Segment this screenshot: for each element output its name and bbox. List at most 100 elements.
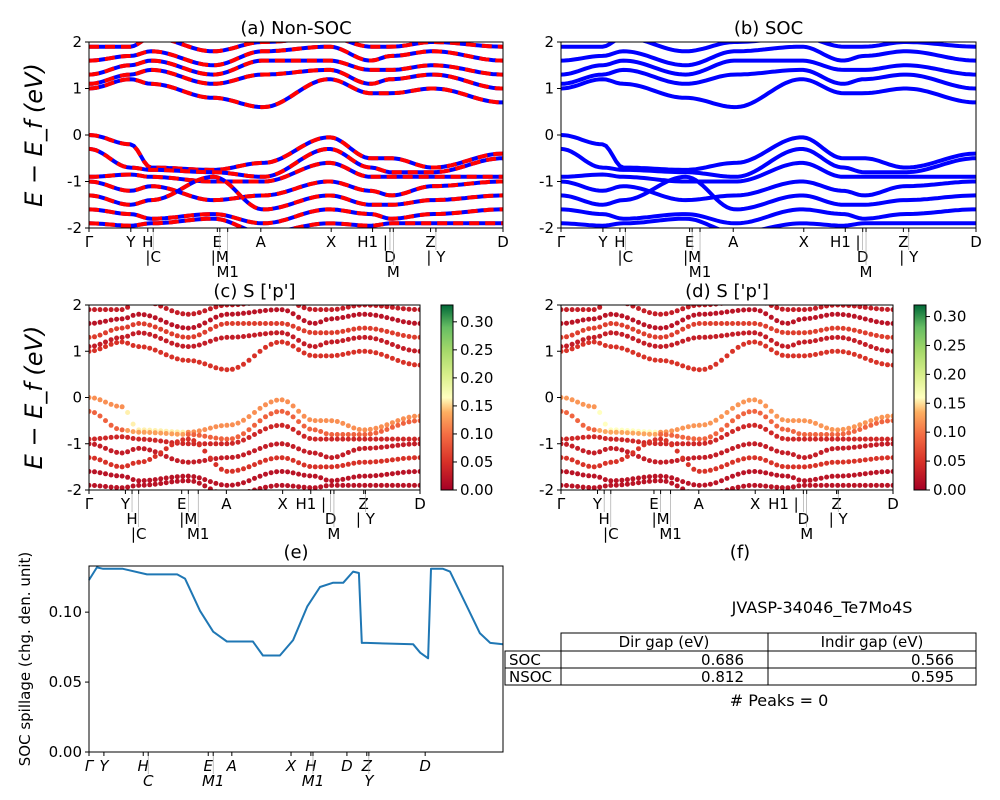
band-point (779, 329, 785, 335)
k-tick-label: H (138, 757, 149, 775)
band-line (89, 216, 503, 228)
band-point (367, 482, 373, 488)
band-point (163, 338, 169, 344)
band-point (561, 334, 564, 340)
band-point (147, 313, 153, 319)
band-point (575, 344, 581, 350)
band-point (685, 462, 691, 468)
row-soc-indir: 0.566 (911, 651, 954, 669)
band-point (561, 348, 564, 354)
band-point (757, 340, 763, 346)
band-point (619, 437, 625, 443)
band-point (561, 395, 564, 400)
band-point (813, 436, 818, 442)
band-point (608, 311, 614, 317)
band-point (873, 469, 879, 475)
band-point (813, 338, 818, 344)
band-point (824, 436, 830, 442)
band-point (329, 316, 335, 322)
band-point (185, 441, 191, 447)
band-point (367, 335, 373, 341)
band-point (785, 427, 791, 433)
band-point (802, 432, 807, 437)
band-point (851, 436, 857, 442)
band-point (796, 483, 802, 489)
band-point (152, 481, 158, 487)
band-point (301, 318, 307, 324)
band-point (345, 423, 351, 429)
band-point (152, 333, 158, 339)
band-point (141, 478, 147, 484)
band-point (802, 464, 807, 470)
band-point (130, 436, 136, 441)
band-point (169, 322, 175, 328)
band-point (680, 425, 686, 431)
band-point (691, 482, 697, 488)
band-point (663, 459, 669, 465)
band-point (669, 323, 675, 329)
band-point (202, 308, 208, 314)
band-point (125, 305, 131, 310)
band-point (158, 476, 164, 482)
band-point (824, 312, 830, 318)
band-point (152, 324, 158, 330)
band-point (373, 459, 379, 465)
band-point (362, 459, 368, 465)
band-point (378, 313, 384, 319)
band-point (868, 456, 874, 462)
band-point (868, 442, 874, 448)
band-point (290, 483, 296, 489)
band-point (873, 436, 879, 442)
band-point (395, 358, 401, 363)
band-point (125, 434, 131, 440)
band-line (561, 44, 976, 68)
band-point (252, 353, 257, 359)
band-point (400, 306, 406, 312)
band-point (813, 352, 818, 357)
band-point (378, 472, 384, 478)
band-point (356, 427, 362, 432)
band-point (301, 448, 307, 454)
band-point (136, 436, 142, 442)
band-point (185, 344, 191, 350)
band-point (119, 316, 125, 322)
band-point (412, 441, 417, 447)
band-point (318, 484, 324, 490)
band-point (707, 334, 713, 340)
band-point (373, 312, 379, 318)
band-point (674, 448, 680, 454)
band-point (285, 469, 291, 475)
band-point (713, 321, 719, 326)
band-point (862, 420, 868, 426)
band-point (296, 484, 302, 490)
band-point (890, 334, 893, 340)
band-point (130, 421, 136, 427)
band-point (807, 339, 813, 345)
band-point (180, 357, 186, 363)
band-point (696, 422, 702, 428)
band-point (757, 469, 763, 475)
band-line-dashed (89, 77, 503, 110)
band-point (130, 331, 136, 337)
band-point (318, 429, 324, 434)
band-point (395, 418, 401, 424)
k-tick-label: |C (603, 525, 619, 543)
band-point (351, 436, 357, 442)
band-point (400, 319, 406, 325)
band-point (663, 334, 669, 340)
band-point (597, 305, 603, 310)
band-point (835, 334, 841, 340)
band-point (724, 410, 730, 415)
band-point (890, 321, 893, 326)
band-point (97, 319, 103, 325)
panel-b-title: (b) SOC (734, 18, 803, 39)
band-point (757, 456, 763, 461)
band-point (807, 315, 813, 321)
band-point (569, 436, 575, 441)
band-point (802, 482, 807, 488)
band-point (202, 320, 208, 326)
band-point (395, 317, 401, 323)
axes-frame (88, 565, 504, 753)
band-point (879, 347, 885, 353)
k-tick-label: Γ (557, 233, 566, 251)
